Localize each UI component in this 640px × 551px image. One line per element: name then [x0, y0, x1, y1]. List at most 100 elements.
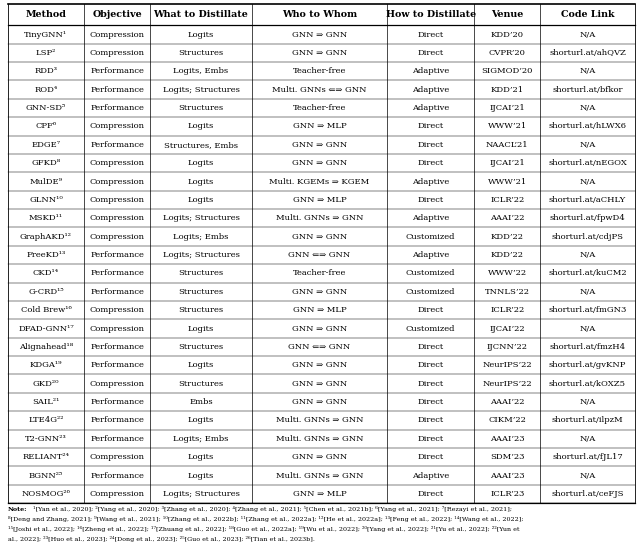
Text: Compression: Compression: [90, 380, 145, 388]
Text: Customized: Customized: [406, 325, 456, 332]
Text: GKD²⁰: GKD²⁰: [33, 380, 60, 388]
Text: GNN ⇒ MLP: GNN ⇒ MLP: [292, 490, 346, 498]
Text: ¹[Yan et al., 2020]; ²[Yang et al., 2020]; ³[Zhang et al., 2020]; ⁴[Zhang et al.: ¹[Yan et al., 2020]; ²[Yang et al., 2020…: [27, 506, 512, 512]
Text: ICLR’22: ICLR’22: [490, 306, 524, 314]
Text: Compression: Compression: [90, 490, 145, 498]
Text: Direct: Direct: [417, 196, 444, 204]
Text: GNN ⇒ GNN: GNN ⇒ GNN: [292, 380, 347, 388]
Text: shorturl.at/hLWX6: shorturl.at/hLWX6: [548, 122, 627, 131]
Text: NAACL’21: NAACL’21: [486, 141, 529, 149]
Text: Logits; Embs: Logits; Embs: [173, 435, 228, 443]
Text: Customized: Customized: [406, 288, 456, 296]
Text: KDD’21: KDD’21: [491, 85, 524, 94]
Text: Adaptive: Adaptive: [412, 85, 449, 94]
Text: Performance: Performance: [90, 104, 144, 112]
Text: Performance: Performance: [90, 85, 144, 94]
Text: Performance: Performance: [90, 269, 144, 277]
Text: Logits: Logits: [188, 472, 214, 479]
Text: Logits: Logits: [188, 325, 214, 332]
Text: T2-GNN²³: T2-GNN²³: [25, 435, 67, 443]
Text: TinyGNN¹: TinyGNN¹: [24, 30, 68, 39]
Text: Logits: Logits: [188, 30, 214, 39]
Text: Logits: Logits: [188, 177, 214, 186]
Text: AAAI’22: AAAI’22: [490, 214, 525, 222]
Text: Direct: Direct: [417, 141, 444, 149]
Text: shorturl.at/nEGOX: shorturl.at/nEGOX: [548, 159, 627, 167]
Text: CIKM’22: CIKM’22: [488, 417, 526, 424]
Text: N/A: N/A: [579, 435, 596, 443]
Text: Compression: Compression: [90, 177, 145, 186]
Text: LSP²: LSP²: [36, 49, 56, 57]
Text: shorturl.at/gvKNP: shorturl.at/gvKNP: [548, 361, 626, 369]
Text: Compression: Compression: [90, 49, 145, 57]
Text: AAAI’22: AAAI’22: [490, 398, 525, 406]
Text: KDD’22: KDD’22: [491, 233, 524, 241]
Text: Direct: Direct: [417, 398, 444, 406]
Text: GNN ⇒ GNN: GNN ⇒ GNN: [292, 398, 347, 406]
Text: Direct: Direct: [417, 343, 444, 351]
Text: Teacher-free: Teacher-free: [292, 269, 346, 277]
Text: shorturl.at/aCHLY: shorturl.at/aCHLY: [549, 196, 626, 204]
Text: Adaptive: Adaptive: [412, 177, 449, 186]
Text: GNN ⇒ GNN: GNN ⇒ GNN: [292, 30, 347, 39]
Text: Customized: Customized: [406, 233, 456, 241]
Text: N/A: N/A: [579, 104, 596, 112]
Text: Logits: Logits: [188, 453, 214, 461]
Text: BGNN²⁵: BGNN²⁵: [29, 472, 63, 479]
Text: GNN ⇒ GNN: GNN ⇒ GNN: [292, 453, 347, 461]
Text: Performance: Performance: [90, 288, 144, 296]
Text: Performance: Performance: [90, 472, 144, 479]
Text: Compression: Compression: [90, 122, 145, 131]
Text: Performance: Performance: [90, 398, 144, 406]
Text: AAAI’23: AAAI’23: [490, 435, 525, 443]
Text: shorturl.at/bfkor: shorturl.at/bfkor: [552, 85, 623, 94]
Text: Performance: Performance: [90, 417, 144, 424]
Text: Method: Method: [26, 10, 67, 19]
Text: shorturl.at/kOXZ5: shorturl.at/kOXZ5: [549, 380, 626, 388]
Text: GNN ⇒ GNN: GNN ⇒ GNN: [292, 141, 347, 149]
Text: SAIL²¹: SAIL²¹: [32, 398, 60, 406]
Text: Note:: Note:: [8, 506, 27, 511]
Text: Compression: Compression: [90, 196, 145, 204]
Text: al., 2022]; ²³[Huo et al., 2023]; ²⁴[Dong et al., 2023]; ²⁵[Guo et al., 2023]; ²: al., 2022]; ²³[Huo et al., 2023]; ²⁴[Don…: [8, 536, 314, 542]
Text: EDGE⁷: EDGE⁷: [31, 141, 61, 149]
Text: Compression: Compression: [90, 306, 145, 314]
Text: IJCNN’22: IJCNN’22: [487, 343, 528, 351]
Text: Structures: Structures: [179, 288, 223, 296]
Text: Code Link: Code Link: [561, 10, 614, 19]
Text: Structures, Embs: Structures, Embs: [164, 141, 238, 149]
Text: NeurIPS’22: NeurIPS’22: [483, 380, 532, 388]
Text: Cold Brew¹⁶: Cold Brew¹⁶: [20, 306, 71, 314]
Text: N/A: N/A: [579, 141, 596, 149]
Text: N/A: N/A: [579, 288, 596, 296]
Text: Logits; Structures: Logits; Structures: [163, 85, 239, 94]
Text: GNN ⇒ MLP: GNN ⇒ MLP: [292, 196, 346, 204]
Text: Adaptive: Adaptive: [412, 214, 449, 222]
Text: CKD¹⁴: CKD¹⁴: [33, 269, 59, 277]
Text: Compression: Compression: [90, 325, 145, 332]
Text: GraphAKD¹²: GraphAKD¹²: [20, 233, 72, 241]
Text: Compression: Compression: [90, 30, 145, 39]
Text: Logits; Structures: Logits; Structures: [163, 251, 239, 259]
Text: GNN ⇒ GNN: GNN ⇒ GNN: [292, 159, 347, 167]
Text: GNN ⇒ GNN: GNN ⇒ GNN: [292, 325, 347, 332]
Text: Structures: Structures: [179, 49, 223, 57]
Text: KDD’22: KDD’22: [491, 251, 524, 259]
Text: GNN ⇒ MLP: GNN ⇒ MLP: [292, 122, 346, 131]
Text: Structures: Structures: [179, 306, 223, 314]
Text: GNN-SD⁵: GNN-SD⁵: [26, 104, 66, 112]
Text: Direct: Direct: [417, 361, 444, 369]
Text: shorturl.at/fmzH4: shorturl.at/fmzH4: [549, 343, 625, 351]
Text: N/A: N/A: [579, 398, 596, 406]
Text: Adaptive: Adaptive: [412, 67, 449, 75]
Text: Multi. KGEMs ⇒ KGEM: Multi. KGEMs ⇒ KGEM: [269, 177, 369, 186]
Text: KDD’20: KDD’20: [491, 30, 524, 39]
Text: ROD⁴: ROD⁴: [35, 85, 58, 94]
Text: Compression: Compression: [90, 159, 145, 167]
Text: Direct: Direct: [417, 122, 444, 131]
Text: Teacher-free: Teacher-free: [292, 104, 346, 112]
Text: GNN ⇒ MLP: GNN ⇒ MLP: [292, 306, 346, 314]
Text: LTE4G²²: LTE4G²²: [28, 417, 64, 424]
Text: FreeKD¹³: FreeKD¹³: [26, 251, 65, 259]
Text: IJCAI’21: IJCAI’21: [490, 104, 525, 112]
